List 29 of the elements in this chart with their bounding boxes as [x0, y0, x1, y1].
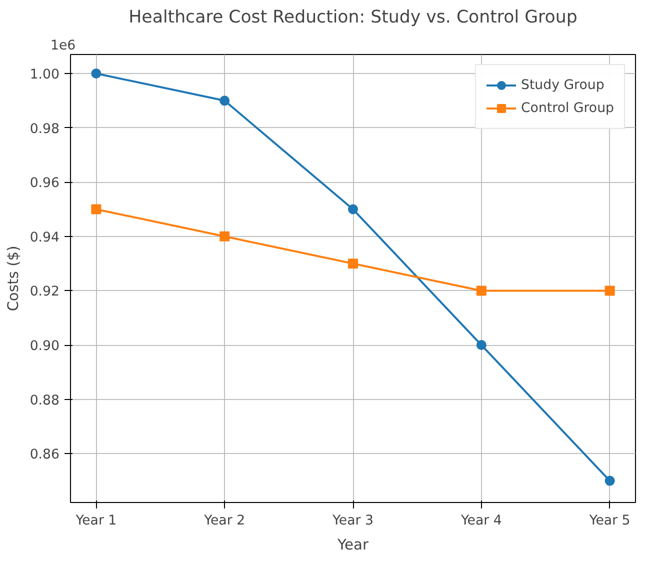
x-axis-title: Year [336, 536, 370, 554]
point [348, 204, 358, 214]
point [476, 340, 486, 350]
x-tick-label: Year 1 [74, 514, 117, 528]
point [476, 286, 486, 296]
x-tick-label: Year 2 [203, 514, 246, 528]
y-tick-label: 0.96 [30, 176, 60, 192]
x-tick-label: Year 5 [588, 514, 630, 528]
point [91, 68, 102, 78]
x-tick-label: Year 4 [460, 514, 502, 528]
y-tick-label: 0.92 [30, 284, 60, 300]
point [91, 204, 102, 214]
point [604, 286, 615, 296]
y-tick-label: 1.00 [30, 68, 60, 83]
y-tick-label: 0.94 [30, 230, 60, 246]
y-tick-label: 0.98 [30, 122, 60, 137]
y-tick-label: 0.88 [30, 393, 60, 408]
text: 1e6 [50, 38, 76, 54]
x-tick-label: Year 3 [332, 514, 374, 528]
point [220, 231, 230, 242]
y-axis-title: Costs ($) [4, 246, 22, 312]
y-tick-label: 0.90 [30, 339, 60, 354]
legend-label: Control Group [521, 100, 614, 116]
point [220, 96, 230, 106]
legend-label: Study Group [521, 78, 604, 92]
point [348, 258, 358, 269]
chart-title: Healthcare Cost Reduction: Study vs. Control Group [128, 8, 578, 28]
point [604, 476, 615, 486]
y-tick-label: 0.86 [30, 448, 60, 463]
